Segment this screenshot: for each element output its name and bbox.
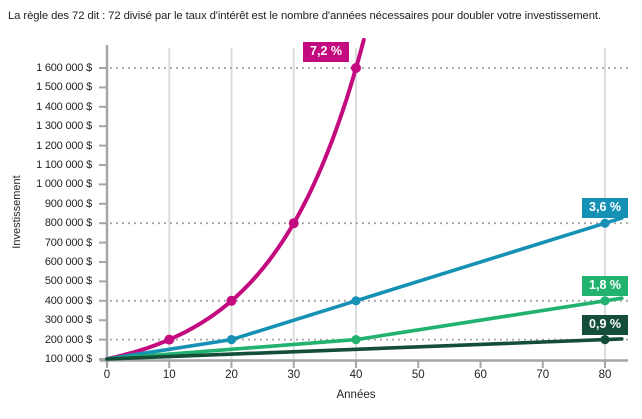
chart-title: La règle des 72 dit : 72 divisé par le t… (8, 10, 601, 22)
y-tick-label-1600000: 1 600 000 $ (36, 62, 92, 74)
series-label-1-8-pct: 1,8 % (582, 275, 628, 296)
y-tick-label-1000000: 1 000 000 $ (36, 178, 92, 191)
y-tick-label-600000: 600 000 $ (44, 256, 92, 268)
series-line-1-8-pct (105, 296, 624, 361)
x-tick-label-20: 20 (225, 369, 238, 381)
y-tick-label-400000: 400 000 $ (44, 294, 92, 307)
series-marker-1-8-pct-year-40 (351, 335, 361, 345)
series-label-3-6-pct: 3,6 % (582, 198, 628, 219)
y-tick-label-200000: 200 000 $ (44, 333, 92, 346)
series-label-7-2-pct: 7,2 % (303, 42, 349, 62)
y-tick-label-1300000: 1 300 000 $ (36, 120, 92, 133)
series-line-0-9-pct (105, 337, 624, 361)
series-line-7-2-pct (105, 37, 366, 361)
x-tick-label-50: 50 (411, 369, 425, 381)
series-marker-3-6-pct-year-80 (600, 218, 610, 228)
x-tick-label-30: 30 (287, 369, 301, 381)
x-axis-title: Années (336, 389, 376, 401)
y-tick-label-300000: 300 000 $ (44, 314, 92, 327)
x-tick-label-40: 40 (349, 369, 363, 381)
x-tick-label-0: 0 (103, 369, 111, 381)
y-tick-label-1200000: 1 200 000 $ (36, 139, 92, 152)
series-marker-3-6-pct-year-40 (351, 296, 361, 306)
series-label-0-9-pct: 0,9 % (582, 314, 628, 335)
y-tick-label-800000: 800 000 $ (44, 217, 92, 230)
series-marker-7-2-pct-year-10 (164, 334, 175, 345)
x-tick-label-60: 60 (474, 369, 487, 381)
x-tick-label-80: 80 (598, 369, 612, 381)
x-tick-label-70: 70 (536, 369, 550, 381)
series-marker-7-2-pct-year-30 (288, 218, 299, 229)
y-tick-label-1500000: 1 500 000 $ (36, 81, 92, 94)
series-marker-7-2-pct-year-20 (226, 295, 237, 306)
series-marker-1-8-pct-year-80 (600, 296, 610, 306)
series-marker-0-9-pct-year-80 (600, 335, 610, 345)
series-marker-7-2-pct-year-40 (351, 63, 361, 73)
y-tick-label-500000: 500 000 $ (44, 275, 92, 288)
y-tick-label-700000: 700 000 $ (44, 236, 92, 249)
series-marker-3-6-pct-year-20 (226, 335, 237, 345)
y-tick-label-100000: 100 000 $ (44, 353, 92, 365)
y-tick-label-1400000: 1 400 000 $ (36, 100, 92, 113)
y-tick-label-1100000: 1 100 000 $ (36, 159, 92, 171)
x-tick-label-10: 10 (162, 369, 176, 381)
y-tick-label-900000: 900 000 $ (44, 197, 92, 210)
